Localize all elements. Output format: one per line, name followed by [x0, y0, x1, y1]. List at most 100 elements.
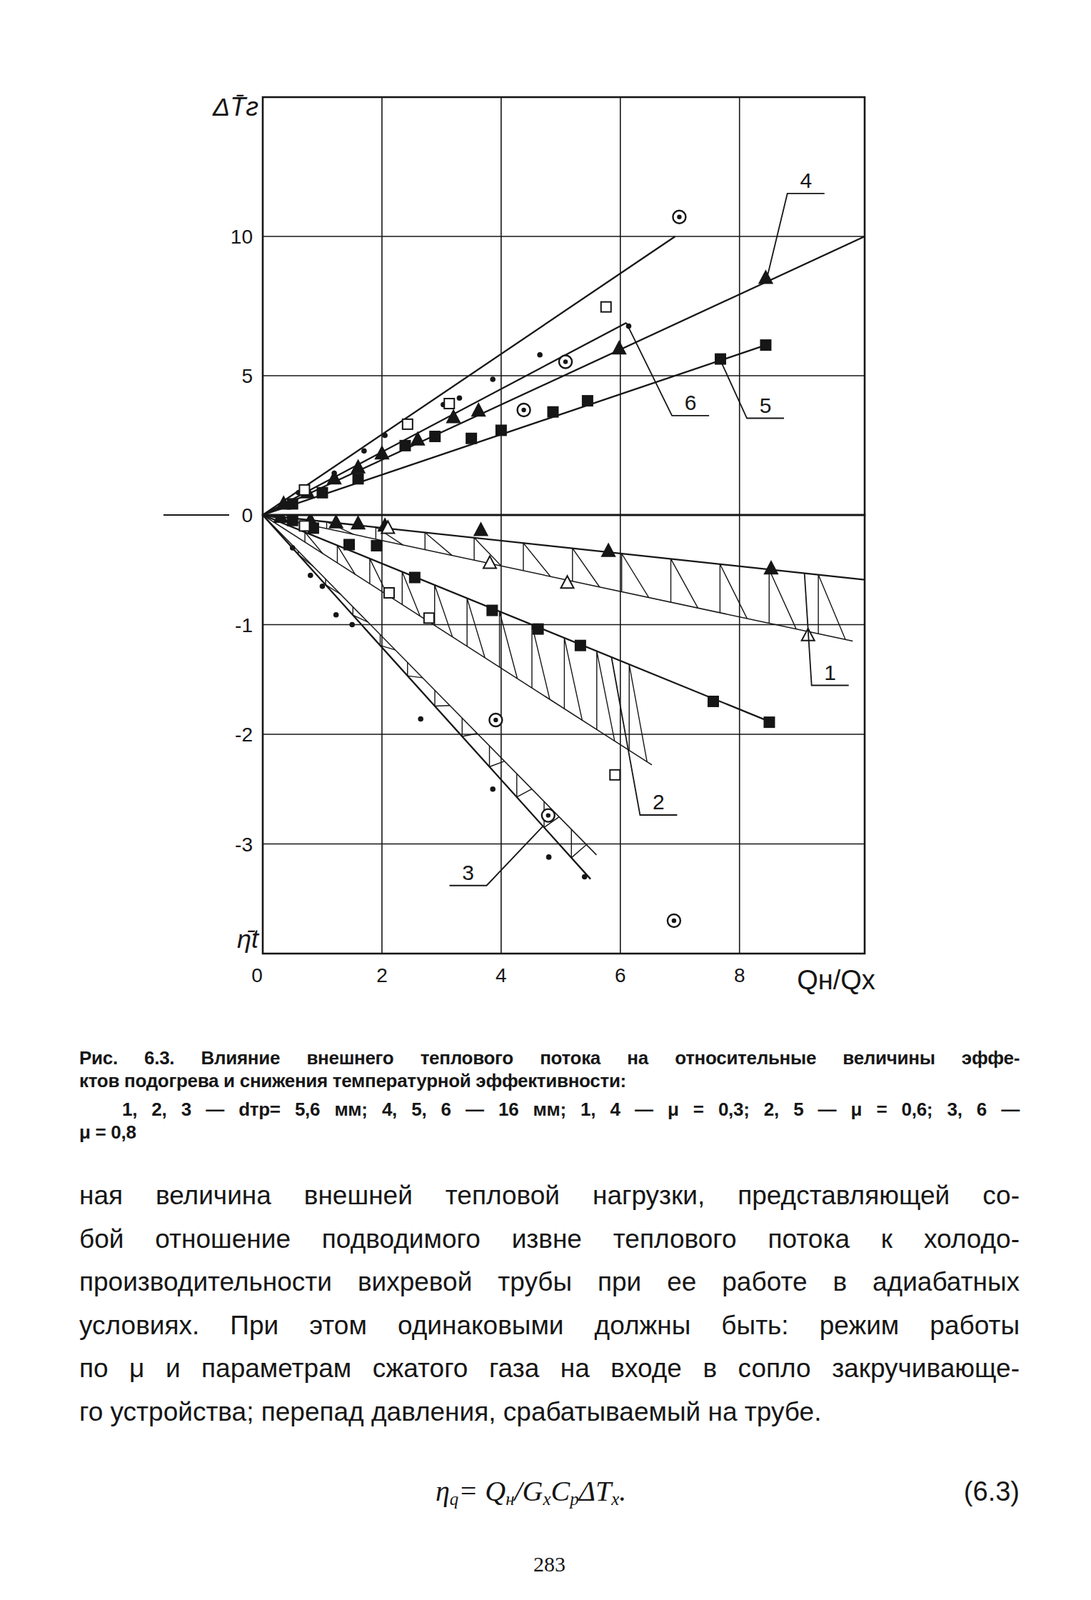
- marker-triangle: [352, 516, 365, 529]
- marker-dot: [333, 611, 340, 618]
- callout-label: 5: [759, 393, 772, 417]
- formula-subscript: q: [449, 1488, 459, 1508]
- marker-dot: [307, 572, 314, 579]
- marker-square: [353, 473, 364, 484]
- marker-square: [466, 433, 477, 444]
- y-tick-label: -1: [234, 614, 253, 637]
- marker-square: [409, 571, 420, 582]
- marker-triangle: [411, 432, 425, 445]
- formula-subscript: х: [542, 1488, 551, 1508]
- marker-square: [402, 419, 413, 430]
- x-tick-label: 2: [376, 963, 388, 987]
- callouts: 123: [449, 573, 849, 886]
- band-edge-line: [262, 514, 853, 642]
- marker-circle-dot: [559, 355, 572, 369]
- marker-center: [521, 407, 526, 412]
- band-edge-line: [262, 514, 652, 765]
- body-line: ная величина внешней тепловой нагрузки, …: [79, 1179, 1020, 1211]
- y-axis-label: η̄t: [237, 923, 260, 954]
- plot-area: [262, 514, 865, 927]
- callout-leader: [720, 360, 784, 419]
- hatching: [304, 531, 647, 762]
- body-line: бой отношение подводимого извне тепловог…: [79, 1223, 1020, 1255]
- callout-label: 1: [823, 660, 837, 685]
- marker-square: [344, 539, 355, 550]
- marker-square: [601, 302, 612, 313]
- hatching: [298, 551, 587, 858]
- marker-dot: [319, 583, 326, 590]
- fit-line: [262, 514, 591, 879]
- x-tick-label: 4: [495, 963, 507, 987]
- axes: 0510ΔT̄г: [163, 92, 865, 527]
- marker-square: [317, 487, 328, 498]
- marker-square: [399, 440, 410, 451]
- marker-circle-dot: [489, 713, 502, 727]
- body-line: условиях. При этом одинаковыми должны бы…: [79, 1309, 1020, 1341]
- plot-frame: [262, 97, 865, 515]
- marker-triangle: [561, 575, 575, 588]
- y-tick-label: -2: [234, 723, 253, 746]
- callout-label: 3: [461, 860, 475, 884]
- marker-triangle: [474, 522, 487, 535]
- marker-square: [424, 612, 435, 623]
- plot-area: [262, 210, 865, 515]
- marker-triangle: [274, 514, 288, 522]
- marker-square: [533, 624, 544, 635]
- marker-center: [546, 812, 551, 817]
- formula-subscript: х: [611, 1488, 620, 1508]
- marker-dot: [381, 432, 388, 439]
- marker-dot: [349, 621, 355, 628]
- marker-square: [429, 431, 440, 442]
- grid-line-x: [619, 97, 622, 515]
- callout-leader: [611, 656, 677, 815]
- caption-line: ктов подогрева и снижения температурной …: [79, 1069, 1020, 1092]
- page-number: 283: [79, 1550, 1020, 1577]
- marker-triangle: [375, 446, 389, 459]
- marker-circle-dot: [541, 808, 555, 822]
- y-axis-label: ΔT̄г: [212, 92, 259, 122]
- marker-dot: [489, 786, 496, 792]
- caption-line: Рис. 6.3. Влияние внешнего теплового пот…: [79, 1046, 1020, 1069]
- fit-line: [262, 322, 627, 515]
- marker-square: [708, 696, 719, 707]
- marker-triangle: [329, 515, 343, 528]
- formula-part: η: [435, 1474, 450, 1507]
- fit-line: [262, 514, 772, 722]
- x-tick-label: 0: [251, 963, 263, 987]
- fit-line: [262, 236, 865, 515]
- marker-square: [287, 515, 298, 526]
- marker-triangle: [381, 520, 395, 533]
- x-axis-label: Qн/Qх: [796, 964, 876, 995]
- marker-circle-dot: [667, 913, 681, 927]
- marker-dot: [581, 873, 588, 880]
- caption-line: μ = 0,8: [79, 1120, 1020, 1144]
- body-line: го устройства; перепад давления, срабаты…: [79, 1395, 1020, 1428]
- y-tick-label: -3: [234, 833, 253, 856]
- grid-line-x: [500, 97, 502, 515]
- y-tick-label: 5: [241, 364, 253, 387]
- callout-leader: [804, 573, 849, 686]
- marker-dot: [331, 470, 338, 477]
- marker-square: [299, 520, 310, 531]
- caption-line: 1, 2, 3 — dтр= 5,6 мм; 4, 5, 6 — 16 мм; …: [122, 1098, 1020, 1121]
- marker-square: [763, 716, 774, 727]
- callout-leader: [449, 826, 543, 886]
- marker-dot: [361, 448, 367, 455]
- marker-triangle: [483, 556, 497, 569]
- grid-line-x: [738, 97, 741, 515]
- marker-triangle: [446, 410, 460, 423]
- plot-frame: [262, 514, 865, 954]
- grid-line-y: [262, 733, 865, 735]
- callout-label: 6: [684, 390, 697, 415]
- marker-square: [547, 406, 558, 417]
- marker-ring: [517, 403, 531, 417]
- y-tick-label: 0: [241, 504, 253, 527]
- marker-triangle: [471, 403, 485, 416]
- axes: -3-2-102468η̄tQн/Qх: [234, 514, 876, 995]
- formula-part: ΔT: [579, 1474, 612, 1507]
- formula-number: (6.3): [876, 1475, 1020, 1508]
- marker-triangle: [352, 460, 365, 473]
- marker-center: [671, 918, 677, 923]
- marker-square: [575, 640, 586, 651]
- marker-ring: [489, 713, 502, 727]
